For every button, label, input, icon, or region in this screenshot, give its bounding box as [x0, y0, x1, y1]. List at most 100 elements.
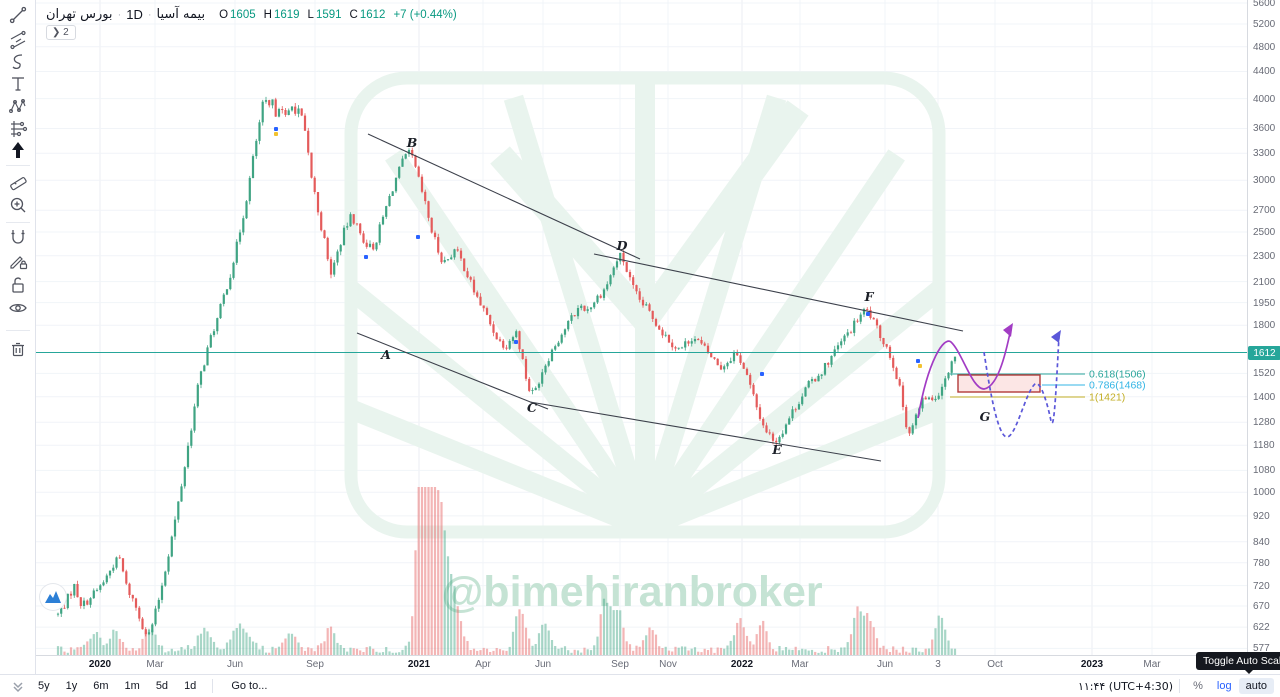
drawings-count-button[interactable]: ❯ 2: [46, 25, 76, 40]
ohlc-values: O 1605 H 1619 L 1591 C 1612 +7 (+0.44%): [219, 9, 457, 21]
wave-label: E: [771, 442, 782, 457]
fib-retracement-icon[interactable]: [5, 27, 31, 53]
auto-scale-tooltip: Toggle Auto Scale: [1196, 652, 1280, 674]
price-tick: 2100: [1253, 277, 1276, 288]
broker-logo[interactable]: [40, 584, 66, 610]
goto-button[interactable]: Go to...: [231, 680, 268, 692]
drawings-count: 2: [63, 27, 69, 38]
arrow-marker-icon[interactable]: [5, 137, 31, 163]
auto-scale-button[interactable]: auto: [1238, 678, 1274, 694]
price-tick: 2500: [1253, 227, 1276, 238]
symbol-name[interactable]: بیمه آسیا: [156, 7, 206, 22]
range-5y-button[interactable]: 5y: [38, 680, 50, 692]
trash-icon[interactable]: [5, 336, 31, 362]
drawing-lock-icon[interactable]: [5, 248, 31, 274]
toolbar-separator: [6, 222, 30, 223]
open-label: O: [219, 8, 229, 21]
trendline: [367, 133, 641, 260]
mountain-logo-icon: [45, 591, 61, 603]
chart-canvas[interactable]: @bimehiranbroker 0.618(1506)0.786(1468)1(…: [36, 0, 1247, 655]
measure-icon[interactable]: [5, 168, 31, 194]
price-axis[interactable]: 5600 5200 4800 4400 4000 3600 3300 3000 2700 2500…: [1247, 0, 1280, 655]
price-tick: 1950: [1253, 298, 1276, 309]
magnet-icon[interactable]: [5, 224, 31, 250]
time-axis[interactable]: 2020 Mar Jun Sep 2021 Apr Jun Sep Nov 2022 Mar Jun 3…: [36, 655, 1280, 674]
candles: [56, 96, 957, 637]
clock[interactable]: ۱۱:۴۴ (UTC+4:30): [1077, 679, 1174, 693]
fib-level-label: 0.618(1506): [1089, 369, 1146, 381]
price-tick: 670: [1253, 601, 1270, 612]
time-tick: Mar: [146, 659, 164, 670]
blue-marker: [916, 359, 920, 363]
price-tick: 5600: [1253, 0, 1276, 9]
eye-icon[interactable]: [5, 295, 31, 321]
price-tick: 840: [1253, 537, 1270, 548]
zoom-in-icon[interactable]: [5, 192, 31, 218]
drawing-toolbar: [0, 0, 36, 674]
time-tick: Jun: [226, 659, 244, 670]
low-value: 1591: [315, 8, 342, 21]
brush-icon[interactable]: [5, 49, 31, 75]
time-tick: Oct: [987, 659, 1003, 670]
range-6m-button[interactable]: 6m: [93, 680, 109, 692]
trendline: [356, 332, 549, 410]
projection-path: [917, 327, 1012, 419]
price-tick: 920: [1253, 511, 1270, 522]
range-5d-button[interactable]: 5d: [155, 680, 169, 692]
separator: [1179, 679, 1181, 693]
price-tick: 4800: [1253, 42, 1276, 53]
chart-pane[interactable]: @bimehiranbroker 0.618(1506) 0.786(1468) 1(…: [36, 0, 1247, 655]
log-scale-button[interactable]: log: [1216, 680, 1232, 692]
blue-marker: [514, 340, 518, 344]
high-value: 1619: [273, 8, 300, 21]
price-tick: 3600: [1253, 123, 1276, 134]
price-tick: 1800: [1253, 320, 1276, 331]
exchange-name: بورس تهران: [46, 7, 113, 22]
range-1d-button[interactable]: 1d: [184, 680, 197, 692]
range-1y-button[interactable]: 1y: [65, 680, 78, 692]
symbol-info-bar[interactable]: بورس تهران · 1D · بیمه آسیا O 1605 H 1619 …: [46, 7, 457, 22]
price-tick: 780: [1253, 558, 1270, 569]
trend-line-icon[interactable]: [5, 2, 31, 28]
trendline: [529, 401, 882, 462]
low-label: L: [307, 8, 314, 21]
price-tick: 1400: [1253, 392, 1276, 403]
supply-zone-box: [957, 374, 1041, 393]
current-price-badge: 1612: [1248, 346, 1280, 360]
padlock-icon[interactable]: [5, 272, 31, 298]
text-tool-icon[interactable]: [5, 71, 31, 97]
interval-label[interactable]: 1D: [126, 7, 143, 22]
blue-marker: [416, 235, 420, 239]
wave-label: A: [380, 347, 391, 362]
forecast-icon[interactable]: [5, 116, 31, 142]
price-tick: 3300: [1253, 148, 1276, 159]
time-tick: Mar: [791, 659, 809, 670]
toolbar-collapse-icon[interactable]: [8, 676, 28, 696]
time-tick: Nov: [659, 659, 677, 670]
time-tick: Apr: [475, 659, 491, 670]
time-tick: Sep: [611, 659, 629, 670]
price-tick: 5200: [1253, 19, 1276, 30]
percent-scale-button[interactable]: %: [1193, 680, 1203, 692]
blue-marker: [364, 255, 368, 259]
price-tick: 577: [1253, 643, 1270, 654]
price-tick: 4400: [1253, 66, 1276, 77]
open-value: 1605: [230, 8, 256, 21]
wave-label: B: [406, 135, 418, 150]
time-tick: 2021: [407, 659, 431, 670]
time-tick: Jun: [876, 659, 894, 670]
price-tick: 1280: [1253, 417, 1276, 428]
price-tick: 1520: [1253, 368, 1276, 379]
range-1m-button[interactable]: 1m: [124, 680, 140, 692]
separator-dot: ·: [147, 8, 152, 21]
wave-label: C: [527, 400, 537, 415]
projection-arrowhead: [1003, 323, 1013, 337]
chevron-right-icon: ❯: [52, 27, 61, 38]
price-tick: 622: [1253, 622, 1270, 633]
watermark-text: @bimehiranbroker: [441, 568, 823, 616]
price-tick: 1080: [1253, 465, 1276, 476]
separator-dot: ·: [117, 8, 122, 21]
wave-label: D: [616, 238, 628, 253]
xabcd-pattern-icon[interactable]: [5, 94, 31, 120]
